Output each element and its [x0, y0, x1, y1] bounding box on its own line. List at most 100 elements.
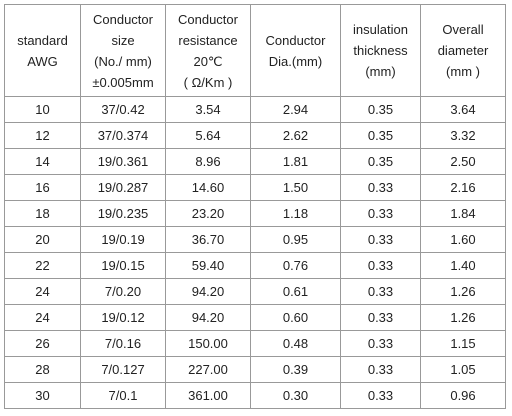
table-cell: 23.20: [165, 200, 251, 227]
header-line: thickness: [353, 43, 408, 58]
table-cell: 0.33: [340, 252, 421, 279]
table-cell: 0.33: [340, 174, 421, 201]
table-cell: 0.33: [340, 304, 421, 331]
header-line: 20℃: [193, 53, 223, 69]
table-cell: 0.33: [340, 278, 421, 305]
table-row: 12 37/0.374 5.64 2.62 0.35 3.32: [4, 122, 506, 149]
header-line: standard: [17, 32, 68, 48]
header-cell: Conductor size (No./ mm) ±0.005mm: [80, 4, 166, 97]
table-cell: 10: [4, 96, 81, 123]
table-row: 28 7/0.127 227.00 0.39 0.33 1.05: [4, 356, 506, 383]
table-cell: 0.33: [340, 356, 421, 383]
table-cell: 26: [4, 330, 81, 357]
table-cell: 24: [4, 304, 81, 331]
table-cell: 8.96: [165, 148, 251, 175]
table-cell: 0.33: [340, 330, 421, 357]
table-cell: 94.20: [165, 278, 251, 305]
table-cell: 30: [4, 382, 81, 409]
table-row: 18 19/0.235 23.20 1.18 0.33 1.84: [4, 200, 506, 227]
table-cell: 37/0.42: [80, 96, 166, 123]
table-cell: 0.35: [340, 148, 421, 175]
table-cell: 19/0.19: [80, 226, 166, 253]
table-cell: 19/0.12: [80, 304, 166, 331]
header-line: resistance: [178, 32, 238, 48]
table-cell: 59.40: [165, 252, 251, 279]
table-body: 10 37/0.42 3.54 2.94 0.35 3.64 12 37/0.374 5.64 2…: [4, 96, 506, 409]
table-cell: 1.18: [250, 200, 341, 227]
table-cell: 0.33: [340, 382, 421, 409]
table-cell: 36.70: [165, 226, 251, 253]
header-cell: insulation thickness (mm): [340, 4, 421, 97]
header-line: (mm ): [446, 64, 480, 79]
table-cell: 5.64: [165, 122, 251, 149]
table-cell: 0.61: [250, 278, 341, 305]
table-header: standard AWG Conductor size (No./ mm) ±0.005m…: [4, 4, 506, 97]
table-cell: 19/0.235: [80, 200, 166, 227]
table-cell: 19/0.15: [80, 252, 166, 279]
table-cell: 3.54: [165, 96, 251, 123]
header-line: (mm): [365, 64, 396, 79]
table-cell: 2.62: [250, 122, 341, 149]
header-line: size: [111, 32, 135, 48]
table-cell: 2.94: [250, 96, 341, 123]
header-cell: Overall diameter (mm ): [420, 4, 506, 97]
table-cell: 1.26: [420, 304, 506, 331]
table-cell: 150.00: [165, 330, 251, 357]
table-cell: 1.15: [420, 330, 506, 357]
table-cell: 0.30: [250, 382, 341, 409]
table-cell: 1.40: [420, 252, 506, 279]
table-cell: 227.00: [165, 356, 251, 383]
table-cell: 14: [4, 148, 81, 175]
table-row: 14 19/0.361 8.96 1.81 0.35 2.50: [4, 148, 506, 175]
header-row: standard AWG Conductor size (No./ mm) ±0.005m…: [4, 4, 506, 97]
header-line: Conductor: [265, 32, 326, 48]
table-cell: 0.96: [420, 382, 506, 409]
table-cell: 1.26: [420, 278, 506, 305]
table-cell: 18: [4, 200, 81, 227]
table-cell: 12: [4, 122, 81, 149]
table-row: 22 19/0.15 59.40 0.76 0.33 1.40: [4, 252, 506, 279]
table-cell: 1.81: [250, 148, 341, 175]
table-cell: 0.35: [340, 96, 421, 123]
table-cell: 37/0.374: [80, 122, 166, 149]
table-cell: 7/0.20: [80, 278, 166, 305]
table-row: 30 7/0.1 361.00 0.30 0.33 0.96: [4, 382, 506, 409]
spec-table: standard AWG Conductor size (No./ mm) ±0.005m…: [4, 4, 506, 409]
spec-table-wrapper: standard AWG Conductor size (No./ mm) ±0.005m…: [4, 4, 506, 409]
header-line: Dia.(mm): [268, 53, 323, 69]
header-line: insulation: [353, 22, 408, 37]
table-row: 10 37/0.42 3.54 2.94 0.35 3.64: [4, 96, 506, 123]
table-cell: 0.60: [250, 304, 341, 331]
table-cell: 0.76: [250, 252, 341, 279]
table-cell: 22: [4, 252, 81, 279]
header-cell: standard AWG: [4, 4, 81, 97]
header-line: diameter: [437, 43, 489, 58]
table-cell: 0.39: [250, 356, 341, 383]
table-cell: 7/0.1: [80, 382, 166, 409]
table-cell: 1.05: [420, 356, 506, 383]
table-cell: 19/0.361: [80, 148, 166, 175]
table-cell: 0.48: [250, 330, 341, 357]
table-cell: 2.16: [420, 174, 506, 201]
table-cell: 0.33: [340, 226, 421, 253]
table-cell: 16: [4, 174, 81, 201]
header-line: Conductor: [93, 11, 153, 27]
table-cell: 7/0.16: [80, 330, 166, 357]
header-line: AWG: [27, 53, 58, 69]
table-cell: 1.60: [420, 226, 506, 253]
table-row: 24 19/0.12 94.20 0.60 0.33 1.26: [4, 304, 506, 331]
header-line: Overall: [442, 22, 484, 37]
header-line: (No./ mm): [94, 53, 152, 69]
header-line: ±0.005mm: [92, 74, 154, 90]
table-cell: 0.33: [340, 200, 421, 227]
table-cell: 24: [4, 278, 81, 305]
table-cell: 20: [4, 226, 81, 253]
table-row: 26 7/0.16 150.00 0.48 0.33 1.15: [4, 330, 506, 357]
table-cell: 3.32: [420, 122, 506, 149]
header-line: Conductor: [178, 11, 238, 27]
table-row: 20 19/0.19 36.70 0.95 0.33 1.60: [4, 226, 506, 253]
table-cell: 0.35: [340, 122, 421, 149]
table-cell: 7/0.127: [80, 356, 166, 383]
table-cell: 94.20: [165, 304, 251, 331]
